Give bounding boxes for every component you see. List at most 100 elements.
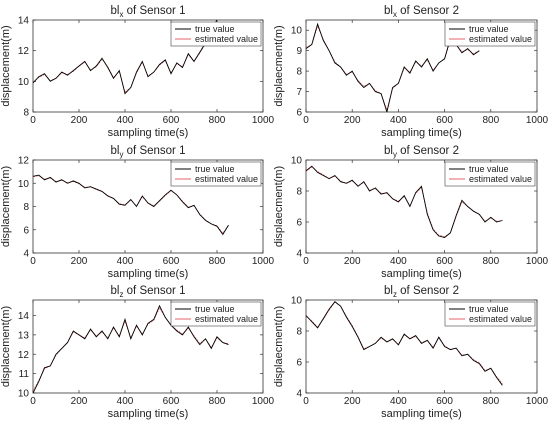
- x-tick-label: 600: [163, 256, 180, 267]
- y-tick-label: 10: [18, 179, 30, 190]
- x-tick-label: 0: [30, 115, 36, 126]
- legend-box: [170, 301, 262, 327]
- y-tick-label: 10: [291, 156, 303, 167]
- y-tick-label: 12: [18, 350, 30, 361]
- x-tick-label: 800: [209, 256, 226, 267]
- panel-title: blz of Sensor 1: [111, 285, 186, 299]
- legend-label-estimated: estimated value: [469, 174, 532, 184]
- x-tick-label: 800: [209, 396, 226, 407]
- y-tick-label: 6: [296, 358, 302, 369]
- y-tick-label: 13: [18, 330, 30, 341]
- y-tick-label: 14: [18, 16, 30, 27]
- y-axis-label: displaecment(m): [273, 166, 285, 247]
- panel-title: bly of Sensor 2: [384, 145, 459, 159]
- y-axis-label: displacement(m): [0, 306, 12, 387]
- x-tick-label: 600: [163, 115, 180, 126]
- legend-box: [444, 301, 536, 327]
- x-tick-label: 0: [303, 115, 309, 126]
- x-tick-label: 200: [71, 396, 88, 407]
- x-axis-label: sampling time(s): [381, 408, 462, 420]
- y-tick-label: 7: [296, 87, 302, 98]
- y-axis-label: displacement(m): [0, 166, 12, 247]
- legend-label-true: true value: [195, 24, 235, 34]
- x-tick-label: 1000: [526, 115, 549, 126]
- y-tick-label: 8: [296, 67, 302, 78]
- y-tick-label: 14: [18, 311, 30, 322]
- panel-title: blx of Sensor 2: [384, 5, 459, 19]
- subplot-5: 0 200 400 600 800 1000 10 11 12 13 14 blz of Sensor…: [0, 285, 275, 420]
- x-tick-label: 400: [117, 115, 134, 126]
- x-tick-label: 800: [482, 115, 499, 126]
- x-tick-label: 200: [344, 256, 361, 267]
- x-axis-label: sampling time(s): [381, 268, 462, 280]
- x-tick-label: 400: [390, 256, 407, 267]
- x-axis-label: sampling time(s): [108, 268, 189, 280]
- subplot-2: 0 200 400 600 800 1000 6 7 8 9 10 blx of Sensor 2 sa…: [273, 5, 549, 139]
- x-tick-label: 200: [344, 115, 361, 126]
- y-tick-label: 12: [18, 46, 30, 57]
- y-tick-label: 6: [296, 218, 302, 229]
- legend-label-true: true value: [469, 24, 509, 34]
- subplot-4: 0 200 400 600 800 1000 4 6 8 10 bly of Sensor 2 sam…: [273, 145, 549, 280]
- x-axis-label: sampling time(s): [108, 408, 189, 420]
- y-tick-label: 11: [19, 369, 30, 380]
- legend-label-true: true value: [195, 164, 235, 174]
- y-axis-label: displaecment(m): [273, 306, 285, 387]
- legend-label-true: true value: [469, 164, 509, 174]
- true-value-line: [306, 165, 503, 238]
- x-tick-label: 400: [117, 256, 134, 267]
- x-tick-label: 200: [71, 115, 88, 126]
- y-tick-label: 4: [296, 249, 302, 260]
- legend-box: [170, 21, 262, 47]
- y-tick-label: 8: [23, 202, 29, 213]
- y-tick-label: 9: [296, 46, 302, 57]
- true-value-line: [33, 304, 229, 393]
- true-value-line: [33, 174, 229, 236]
- x-tick-label: 600: [436, 396, 453, 407]
- legend-label-estimated: estimated value: [195, 314, 258, 324]
- true-value-line: [306, 300, 503, 386]
- x-tick-label: 0: [30, 256, 36, 267]
- legend-label-true: true value: [195, 304, 235, 314]
- legend-label-estimated: estimated value: [195, 34, 258, 44]
- x-tick-label: 200: [344, 396, 361, 407]
- y-tick-label: 6: [296, 108, 302, 119]
- panel-title: blz of Sensor 2: [384, 285, 459, 299]
- x-axis-label: sampling time(s): [108, 127, 189, 139]
- x-tick-label: 200: [71, 256, 88, 267]
- x-tick-label: 600: [436, 256, 453, 267]
- x-tick-label: 1000: [526, 396, 549, 407]
- x-tick-label: 600: [163, 396, 180, 407]
- x-axis-label: sampling time(s): [381, 127, 462, 139]
- legend-label-true: true value: [469, 304, 509, 314]
- subplot-1: 0 200 400 600 800 1000 8 10 12 14 blx of Sensor 1 s…: [0, 5, 275, 139]
- x-tick-label: 1000: [252, 256, 275, 267]
- x-tick-label: 800: [482, 396, 499, 407]
- y-tick-label: 8: [23, 108, 29, 119]
- panel-title: bly of Sensor 1: [111, 145, 186, 159]
- legend-box: [170, 161, 262, 187]
- subplot-6: 0 200 400 600 800 1000 4 6 8 10 blz of Sensor 2 sam…: [273, 285, 549, 420]
- legend-box: [444, 21, 536, 47]
- y-tick-label: 10: [18, 77, 30, 88]
- subplot-3: 0 200 400 600 800 1000 4 6 8 10 12 bly of Sensor 1 s…: [0, 145, 275, 280]
- y-tick-label: 12: [18, 156, 30, 167]
- true-value-line: [33, 20, 218, 95]
- x-tick-label: 1000: [252, 115, 275, 126]
- x-tick-label: 1000: [252, 396, 275, 407]
- y-tick-label: 10: [291, 296, 303, 307]
- y-tick-label: 8: [296, 187, 302, 198]
- y-tick-label: 6: [23, 225, 29, 236]
- x-tick-label: 800: [209, 115, 226, 126]
- y-axis-label: displaecment(m): [273, 25, 285, 106]
- y-axis-label: displacement(m): [0, 25, 12, 106]
- legend-label-estimated: estimated value: [469, 34, 532, 44]
- x-tick-label: 400: [117, 396, 134, 407]
- y-tick-label: 4: [23, 249, 29, 260]
